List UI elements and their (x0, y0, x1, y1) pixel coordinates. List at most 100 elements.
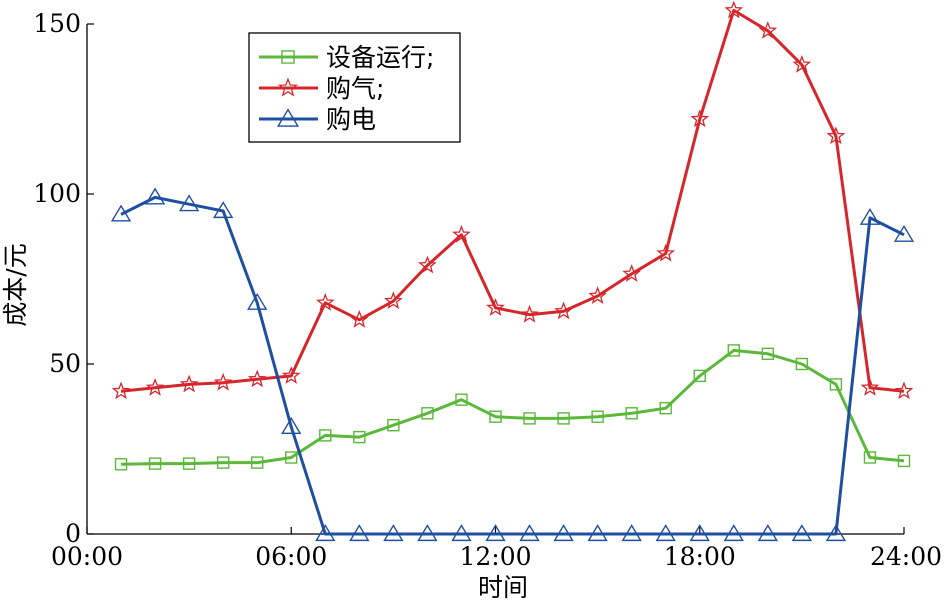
data-point-star (792, 54, 812, 73)
series-line (120, 8, 905, 393)
series-line (121, 348, 905, 466)
legend-label: 购电 (326, 105, 376, 134)
data-point-square (148, 457, 162, 470)
data-point-square (285, 451, 298, 464)
data-point-star (179, 374, 199, 393)
data-point-star (690, 109, 710, 128)
data-point-star (281, 366, 301, 384)
data-point-square (863, 451, 877, 464)
data-point-triangle (553, 524, 574, 542)
y-tick-label: 50 (49, 349, 81, 378)
data-point-square (625, 407, 638, 420)
data-point-square (523, 412, 536, 425)
data-point-triangle (621, 524, 642, 542)
x-tick-label: 24:00 (870, 542, 942, 571)
data-point-star (860, 377, 880, 396)
legend-marker (277, 77, 299, 97)
y-tick-label: 0 (65, 519, 81, 548)
data-point-star (758, 20, 778, 39)
data-point-square (897, 454, 911, 468)
data-point-star (384, 291, 403, 310)
data-point-square (114, 458, 128, 471)
legend-item: 购气; (259, 74, 384, 103)
data-point-triangle (213, 201, 234, 219)
series-line (120, 195, 905, 536)
legend-label: 设备运行; (326, 43, 434, 72)
data-point-triangle (655, 524, 676, 542)
data-point-square (319, 429, 332, 442)
data-point-square (761, 347, 775, 360)
legend-item: 购电 (259, 105, 376, 134)
data-point-star (724, 0, 744, 19)
data-point-square (693, 369, 706, 383)
legend-marker (276, 108, 300, 127)
data-point-triangle (110, 204, 132, 222)
data-point-star (213, 372, 233, 391)
legend: 设备运行;购气;购电 (248, 32, 461, 143)
data-point-star (486, 298, 505, 316)
data-point-triangle (757, 524, 778, 542)
x-tick-label: 00:00 (51, 542, 123, 571)
data-point-square (795, 357, 809, 371)
data-point-star (452, 224, 471, 243)
data-point-triangle (349, 524, 370, 542)
data-point-triangle (689, 524, 710, 542)
data-point-star (656, 243, 676, 262)
data-point-square (421, 407, 434, 420)
data-point-star (554, 301, 573, 320)
series-3 (110, 187, 915, 542)
series-layer (110, 0, 915, 542)
data-point-square (182, 457, 196, 470)
data-point-star (315, 292, 335, 311)
data-point-square (557, 412, 570, 425)
data-point-star (418, 255, 437, 274)
legend-item: 设备运行; (259, 43, 434, 72)
data-point-star (145, 377, 165, 396)
data-point-triangle (587, 524, 608, 542)
data-point-triangle (315, 524, 336, 542)
y-tick-label: 150 (33, 9, 81, 38)
data-point-star (247, 369, 267, 388)
data-point-star (520, 304, 539, 323)
data-point-square (251, 456, 264, 469)
data-point-star (826, 126, 846, 145)
x-axis-title: 时间 (478, 573, 528, 602)
data-point-square (727, 344, 740, 357)
data-point-triangle (281, 417, 302, 434)
data-point-triangle (893, 224, 915, 242)
data-point-square (353, 430, 366, 444)
legend-marker (281, 50, 295, 64)
data-point-triangle (178, 194, 200, 212)
data-point-triangle (451, 524, 472, 542)
data-point-star (894, 381, 914, 400)
data-point-square (455, 393, 468, 406)
series-2 (111, 0, 914, 400)
data-point-square (591, 410, 604, 423)
data-point-star (349, 309, 369, 328)
x-tick-label: 18:00 (664, 542, 736, 571)
y-axis-title: 成本/元 (1, 243, 30, 326)
data-point-triangle (417, 524, 438, 542)
data-point-star (622, 264, 642, 282)
series-1 (114, 344, 911, 471)
data-point-square (829, 378, 843, 391)
data-point-triangle (825, 524, 847, 542)
data-point-star (111, 381, 131, 400)
y-tick-label: 100 (33, 179, 81, 208)
data-point-triangle (383, 524, 404, 542)
axes: 0 50 100 150 00:00 06:00 12:00 18:00 24:00 (33, 9, 942, 571)
data-point-triangle (859, 207, 881, 225)
data-point-triangle (791, 524, 813, 542)
data-point-square (489, 410, 502, 423)
data-point-triangle (144, 187, 166, 205)
data-point-star (588, 286, 607, 304)
data-point-square (387, 419, 400, 432)
data-point-square (216, 456, 230, 469)
data-point-square (659, 402, 672, 415)
x-tick-label: 06:00 (255, 542, 327, 571)
legend-label: 购气; (326, 74, 384, 103)
data-point-triangle (247, 292, 268, 310)
x-tick-label: 12:00 (459, 542, 531, 571)
data-point-triangle (519, 524, 540, 542)
